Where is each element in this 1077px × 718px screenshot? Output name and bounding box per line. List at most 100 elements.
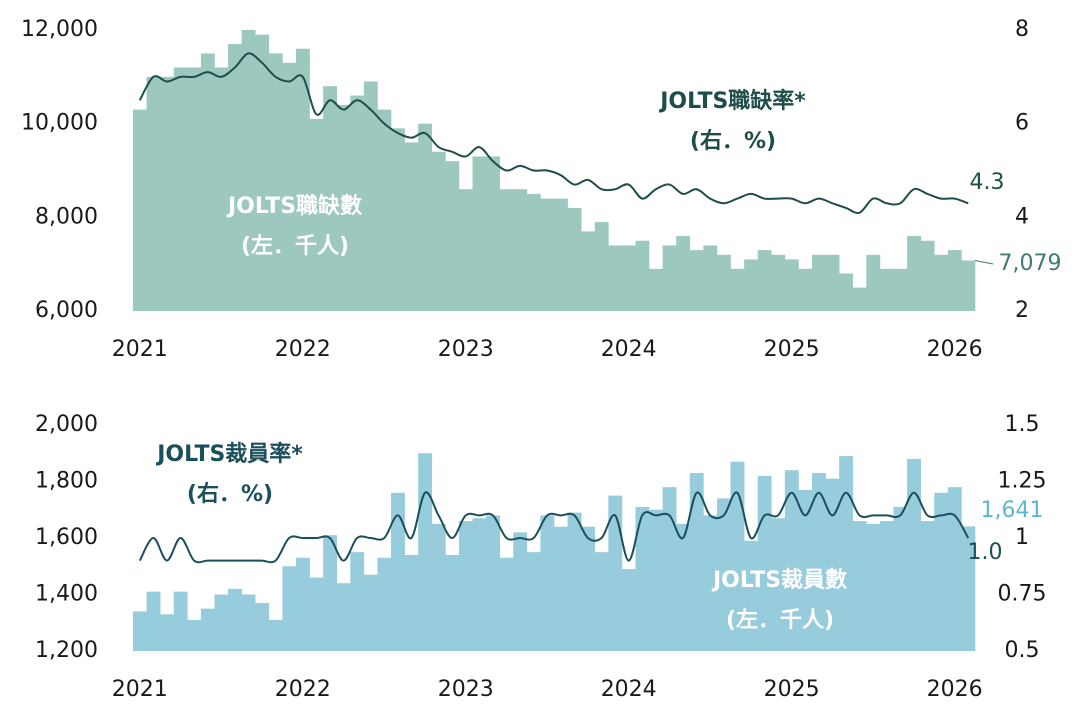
last-value-label: 7,079 [999,251,1062,276]
y-tick-label: 1,600 [35,525,98,550]
bar [526,552,541,651]
bar [581,526,596,651]
bar [784,259,799,311]
bar [689,250,704,311]
bar [907,236,921,311]
bar [947,250,962,311]
bar [268,53,283,312]
bar [214,67,229,311]
bar [961,526,976,651]
x-tick-label: 2023 [438,337,494,362]
bar [757,250,772,311]
bar [920,240,935,311]
x-tick-label: 2021 [112,337,168,362]
bar [798,268,813,311]
bar [336,583,351,651]
bar [744,259,759,311]
bar [323,86,338,311]
bar [486,156,500,311]
bar [621,245,636,311]
bar [458,521,473,651]
bar [540,198,555,311]
bar [228,44,242,312]
bar [513,189,528,311]
bar [295,557,310,651]
y-tick-label: 8,000 [35,204,98,229]
y-tick-label: 1,200 [35,638,98,663]
bar [187,619,202,651]
bar [146,76,161,311]
series-label: JOLTS職缺數 [226,193,362,219]
series-unit: (左．千人) [241,233,349,259]
bar [554,198,568,311]
bar [567,512,582,651]
bar [391,128,405,311]
x-tick-label: 2025 [764,337,820,362]
bar [649,268,663,311]
bar [784,470,799,651]
bar [581,231,596,311]
bar [323,535,338,651]
series-unit: (右．%) [187,482,273,507]
x-tick-label: 2025 [764,677,820,702]
bar [418,453,433,651]
bar [187,67,202,311]
bar [676,523,691,651]
series-label: JOLTS職缺率* [658,88,806,114]
series-label: JOLTS裁員率* [155,441,303,467]
bar [934,254,949,311]
bar [961,260,976,311]
last-value-label: 1.0 [968,540,1003,565]
bar [676,236,691,311]
y2-tick-label: 2 [1015,298,1029,323]
bar [689,473,704,651]
bar [703,245,718,311]
bar [363,81,378,312]
bar [893,268,908,311]
bar [879,268,894,311]
bar [825,254,840,311]
bar [391,492,405,651]
bar [703,515,718,651]
bar [431,523,446,651]
y2-tick-label: 0.75 [998,582,1047,607]
bar [404,554,419,651]
bar [730,268,745,311]
leader-line [974,259,994,265]
bar [255,34,270,311]
bar [363,574,378,651]
bar [947,487,962,651]
x-tick-label: 2026 [927,337,983,362]
bar [472,156,487,311]
bar [377,557,392,651]
bar [920,521,935,651]
bar [771,518,786,651]
bar [730,461,745,651]
bar [716,498,731,651]
bar [608,245,623,311]
bar [173,67,188,311]
y2-tick-label: 4 [1015,204,1029,229]
y-tick-label: 1,400 [35,582,98,607]
bar [866,523,881,651]
y-tick-label: 1,800 [35,469,98,494]
x-tick-label: 2023 [438,677,494,702]
bar [431,151,446,311]
bar [445,554,460,651]
bar [309,118,324,311]
bar [812,254,826,311]
bar [458,189,473,311]
bar [133,611,147,651]
bar [554,526,568,651]
bar [160,614,175,651]
y2-tick-label: 1.25 [998,469,1047,494]
bar [146,591,161,651]
bar [608,495,623,651]
y-tick-label: 2,000 [35,412,98,437]
bar [214,594,229,651]
x-tick-label: 2022 [275,677,331,702]
bar [621,569,636,651]
bar [472,518,487,651]
bar [241,594,256,651]
